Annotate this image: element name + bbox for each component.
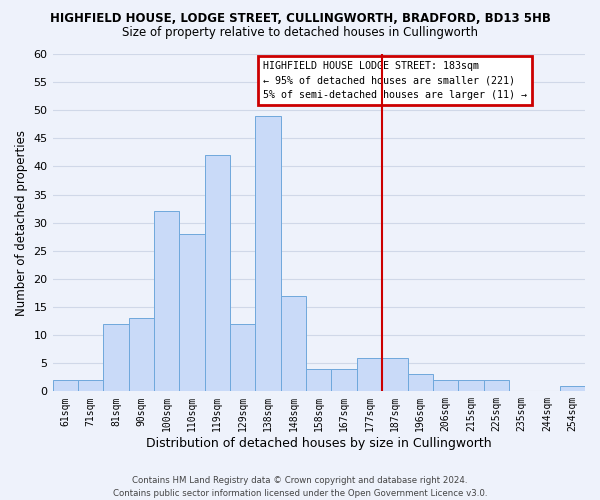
Bar (53, 380, 78, 392)
Bar (78, 380, 103, 392)
X-axis label: Distribution of detached houses by size in Cullingworth: Distribution of detached houses by size … (146, 437, 491, 450)
Y-axis label: Number of detached properties: Number of detached properties (15, 130, 28, 316)
Bar (256, 116, 281, 392)
Bar (230, 324, 256, 392)
Bar (407, 374, 433, 392)
Bar (128, 318, 154, 392)
Bar (560, 386, 585, 392)
Text: Contains HM Land Registry data © Crown copyright and database right 2024.
Contai: Contains HM Land Registry data © Crown c… (113, 476, 487, 498)
Bar (433, 380, 458, 392)
Bar (154, 212, 179, 392)
Bar (382, 358, 407, 392)
Bar (306, 369, 331, 392)
Text: HIGHFIELD HOUSE LODGE STREET: 183sqm
← 95% of detached houses are smaller (221)
: HIGHFIELD HOUSE LODGE STREET: 183sqm ← 9… (263, 60, 527, 100)
Bar (331, 369, 357, 392)
Bar (103, 324, 128, 392)
Text: HIGHFIELD HOUSE, LODGE STREET, CULLINGWORTH, BRADFORD, BD13 5HB: HIGHFIELD HOUSE, LODGE STREET, CULLINGWO… (50, 12, 550, 26)
Bar (281, 296, 306, 392)
Bar (484, 380, 509, 392)
Text: Size of property relative to detached houses in Cullingworth: Size of property relative to detached ho… (122, 26, 478, 39)
Bar (205, 155, 230, 392)
Bar (458, 380, 484, 392)
Bar (357, 358, 382, 392)
Bar (179, 234, 205, 392)
